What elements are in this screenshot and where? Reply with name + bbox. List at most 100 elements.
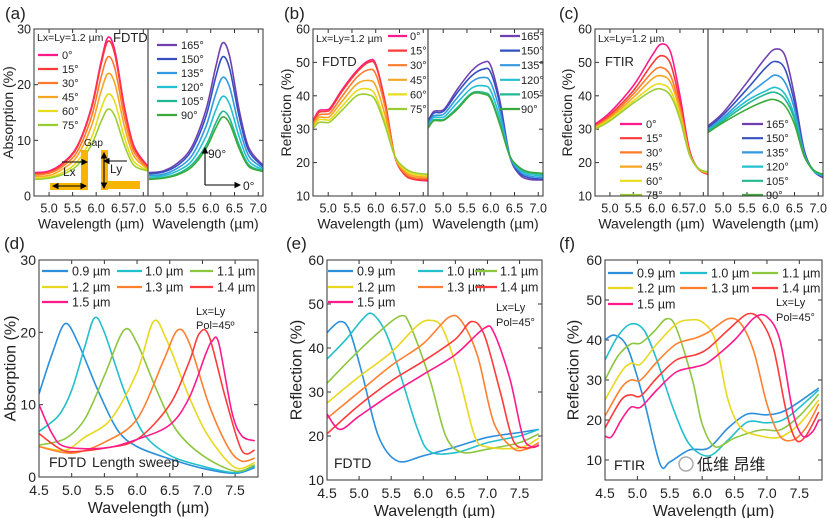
- x-tick-label: 6.5: [226, 202, 243, 216]
- x-tick-label: 6.0: [762, 202, 779, 216]
- series-group: [148, 41, 263, 181]
- legend-label: 1.5 µm: [637, 298, 675, 312]
- legend-label: 1.0 µm: [711, 267, 749, 281]
- x-tick-label: 7.5: [225, 482, 245, 498]
- y-tick-label: 10: [578, 190, 592, 204]
- y-tick-label: 30: [17, 23, 31, 37]
- legend-label: 135°: [766, 147, 789, 159]
- series-line-1.0m: [39, 316, 256, 474]
- y-tick-label: 60: [586, 252, 602, 268]
- x-tick-label: 5.0: [349, 485, 369, 501]
- annotation: FTIR: [614, 457, 645, 473]
- legend-label: 75°: [62, 120, 79, 132]
- x-axis-label: Wavelength (µm): [152, 216, 258, 232]
- legend-label: 1.1 µm: [217, 265, 255, 279]
- x-tick-label: 7.0: [250, 202, 267, 216]
- y-axis-label: Reflection (%): [559, 69, 575, 157]
- y-tick-label: 0: [28, 469, 36, 485]
- x-axis-label: Wavelength (µm): [317, 216, 423, 232]
- x-tick-label: 4.5: [317, 485, 337, 501]
- series-line-15: [34, 40, 148, 175]
- legend-label: 1.4 µm: [217, 281, 255, 295]
- y-tick-label: 40: [578, 89, 592, 103]
- y-tick-label: 40: [296, 89, 310, 103]
- plot-frame: [427, 28, 544, 197]
- series-line-30: [34, 55, 148, 176]
- x-axis-label: Wavelength (µm): [38, 216, 144, 232]
- x-tick-label: 6.5: [671, 202, 688, 216]
- y-tick-label: 20: [586, 412, 602, 428]
- series-line-15: [313, 60, 428, 181]
- x-tick-label: 5.0: [715, 202, 732, 216]
- x-tick-label: 6.0: [482, 202, 499, 216]
- x-axis-label: Wavelength (µm): [598, 216, 704, 232]
- annotation: Lx=Ly=1.2 µm: [316, 33, 383, 45]
- series-line-1.2m: [39, 319, 256, 470]
- series-line-0.9m: [39, 322, 255, 475]
- series-line-1.1m: [605, 317, 820, 448]
- series-line-1.0m: [327, 312, 540, 455]
- panel-c: (c) Reflection (%) 10 20 30 40 50 60 5.0 5.5 6.0 6.…: [559, 4, 827, 232]
- x-tick-label: 5.5: [381, 485, 401, 501]
- series-line-120: [428, 84, 543, 177]
- annotation: FDTD: [113, 30, 148, 45]
- legend-label: 30°: [62, 78, 79, 90]
- series-line-150: [148, 55, 263, 175]
- legend-label: 135°: [181, 68, 204, 80]
- legend-label: 120°: [181, 82, 204, 94]
- series-line-135: [428, 76, 543, 179]
- series-group: [708, 48, 823, 179]
- y-tick-label: 60: [578, 23, 592, 37]
- x-tick-label: 7.0: [129, 202, 146, 216]
- legend-label: 1.3 µm: [145, 281, 183, 295]
- y-tick-label: 20: [578, 156, 592, 170]
- legend-label: 30°: [646, 147, 663, 159]
- x-tick-label: 6.0: [648, 202, 665, 216]
- annotation: Pol=45º: [196, 320, 235, 332]
- legend-label: 165°: [181, 40, 204, 52]
- legend-label: 75°: [410, 104, 427, 116]
- x-tick-label: 6.0: [367, 202, 384, 216]
- antenna-x-vertical-bar: [81, 150, 88, 190]
- annotation: Lx=Ly: [196, 306, 226, 318]
- series-line-1.4m: [327, 320, 539, 449]
- x-tick-label: 6.0: [692, 485, 712, 501]
- series-line-1.5m: [327, 325, 540, 449]
- series-line-0: [34, 36, 148, 174]
- legend-label: 60°: [410, 89, 427, 101]
- y-axis-label: Reflection (%): [278, 69, 294, 157]
- legend-label: 15°: [62, 64, 79, 76]
- legend-label: 1.2 µm: [72, 281, 110, 295]
- series-line-75: [595, 87, 708, 173]
- panel-d: (d) Absorption (%) 0 10 20 30 4.5 5.0 5.5 6.0 6.5 7…: [3, 234, 259, 517]
- y-tick-label: 10: [17, 134, 31, 148]
- legend-label: 0.9 µm: [357, 265, 395, 279]
- series-line-1.5m: [605, 313, 820, 439]
- panel-b: (b) Reflection (%) 10 20 30 40 50 60 5.0 5.5 6.0 6.…: [278, 4, 547, 232]
- x-tick-label: 5.0: [62, 482, 82, 498]
- legend-label: 1.4 µm: [782, 282, 820, 296]
- x-tick-label: 6.0: [87, 202, 104, 216]
- plot-frame: [38, 259, 259, 478]
- x-axis-label: Wavelength (µm): [712, 216, 818, 232]
- x-tick-label: 6.0: [127, 482, 147, 498]
- y-tick-label: 10: [308, 472, 324, 488]
- x-tick-label: 6.0: [202, 202, 219, 216]
- y-axis-label: Reflection (%): [566, 320, 583, 420]
- x-tick-label: 7.0: [810, 202, 827, 216]
- series-line-75: [34, 108, 148, 181]
- plot-frame: [147, 28, 264, 197]
- legend-label: 165°: [521, 31, 544, 43]
- series-line-1.2m: [327, 319, 540, 450]
- annotation: Gap: [84, 138, 103, 149]
- legend-label: 135°: [521, 60, 544, 72]
- legend-label: 0°: [410, 31, 421, 43]
- series-line-135: [148, 76, 263, 177]
- series-line-0.9m: [605, 334, 820, 470]
